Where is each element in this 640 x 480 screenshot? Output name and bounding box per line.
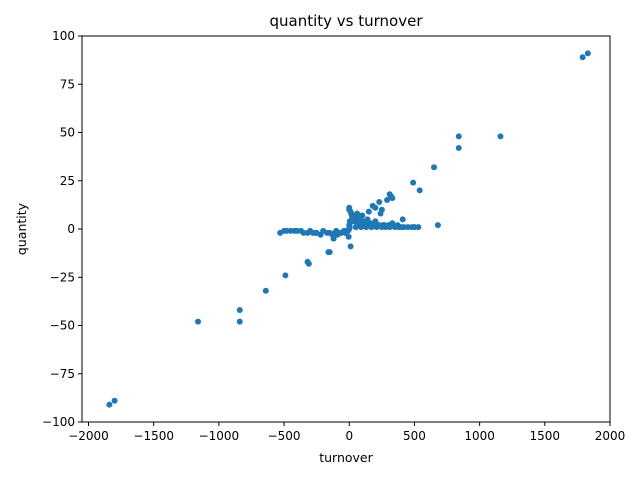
- y-tick-label: −75: [50, 367, 75, 381]
- x-axis: −2000 −1500 −1000 −500 0 500 1000 1500 2000: [68, 422, 625, 443]
- data-point: [326, 249, 333, 256]
- y-tick-label: 50: [60, 126, 75, 140]
- y-tick-label: −50: [50, 319, 75, 333]
- data-point: [376, 198, 383, 205]
- data-point: [381, 222, 388, 229]
- data-point: [317, 231, 324, 238]
- data-point: [262, 287, 269, 294]
- y-axis-label: quantity: [14, 202, 29, 255]
- data-points: [106, 50, 591, 408]
- data-point: [236, 318, 243, 325]
- data-point: [356, 212, 363, 219]
- x-tick-label: −1000: [199, 429, 240, 443]
- y-tick-label: −100: [42, 415, 75, 429]
- data-point: [434, 222, 441, 229]
- x-tick-label: 0: [345, 429, 353, 443]
- data-point: [399, 216, 406, 223]
- data-point: [384, 197, 391, 204]
- x-tick-label: 1500: [530, 429, 561, 443]
- x-tick-label: −2000: [68, 429, 109, 443]
- data-point: [309, 229, 316, 236]
- x-axis-label: turnover: [319, 450, 373, 465]
- x-tick-label: −1500: [133, 429, 174, 443]
- data-point: [415, 224, 422, 231]
- x-tick-label: 1000: [464, 429, 495, 443]
- data-point: [337, 229, 344, 236]
- y-tick-label: −25: [50, 270, 75, 284]
- data-point: [394, 222, 401, 229]
- data-point: [377, 210, 384, 217]
- data-point: [291, 227, 298, 234]
- y-tick-label: 75: [60, 77, 75, 91]
- data-point: [364, 216, 371, 223]
- y-tick-label: 25: [60, 174, 75, 188]
- x-tick-label: −500: [268, 429, 301, 443]
- data-point: [324, 229, 331, 236]
- data-point: [346, 224, 353, 231]
- data-point: [389, 195, 396, 202]
- data-point: [455, 144, 462, 151]
- data-point: [372, 218, 379, 225]
- data-point: [282, 272, 289, 279]
- data-point: [347, 243, 354, 250]
- data-point: [277, 229, 284, 236]
- data-point: [298, 227, 305, 234]
- data-point: [497, 133, 504, 140]
- data-point: [431, 164, 437, 171]
- data-point: [372, 204, 379, 211]
- data-point: [106, 401, 113, 408]
- data-point: [111, 397, 118, 404]
- data-point: [376, 222, 383, 229]
- chart-title: quantity vs turnover: [269, 12, 423, 30]
- y-axis: 100 75 50 25 0 −25 −50 −75 −100: [42, 29, 82, 429]
- data-point: [236, 307, 243, 314]
- data-point: [416, 187, 423, 194]
- y-tick-label: 0: [67, 222, 75, 236]
- data-point: [329, 231, 336, 238]
- data-point: [365, 208, 372, 215]
- data-point: [455, 133, 462, 140]
- data-point: [195, 318, 202, 325]
- data-point: [584, 50, 591, 57]
- data-point: [345, 233, 352, 240]
- y-tick-label: 100: [52, 29, 75, 43]
- x-tick-label: 500: [403, 429, 426, 443]
- data-point: [389, 220, 396, 227]
- x-tick-label: 2000: [595, 429, 626, 443]
- data-point: [305, 260, 312, 267]
- data-point: [410, 179, 417, 186]
- data-point: [579, 54, 586, 61]
- data-point: [304, 229, 311, 236]
